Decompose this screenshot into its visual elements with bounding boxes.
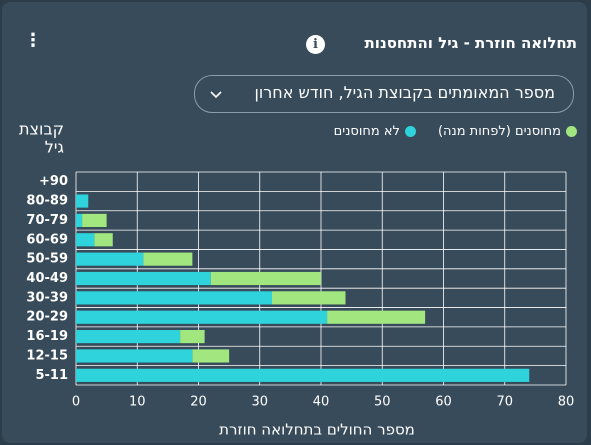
- legend-label: מחוסנים (לפחות מנה): [437, 124, 561, 139]
- legend: לא מחוסנים מחוסנים (לפחות מנה): [334, 124, 577, 139]
- dropdown-text: מספר המאומתים בקבוצת הגיל, חודש אחרון: [254, 83, 555, 102]
- dropdown[interactable]: מספר המאומתים בקבוצת הגיל, חודש אחרון: [194, 75, 574, 113]
- legend-label: לא מחוסנים: [333, 124, 400, 139]
- info-icon[interactable]: i: [306, 35, 325, 54]
- chevron: [210, 91, 222, 99]
- legend-item[interactable]: מחוסנים (לפחות מנה): [438, 124, 577, 139]
- legend-swatch: [566, 126, 577, 137]
- card-title: תחלואה חוזרת - גיל והתחסנות: [364, 34, 577, 52]
- legend-swatch: [404, 126, 416, 137]
- menu-button[interactable]: ⋮: [24, 30, 42, 51]
- legend-item[interactable]: לא מחוסנים: [334, 124, 416, 139]
